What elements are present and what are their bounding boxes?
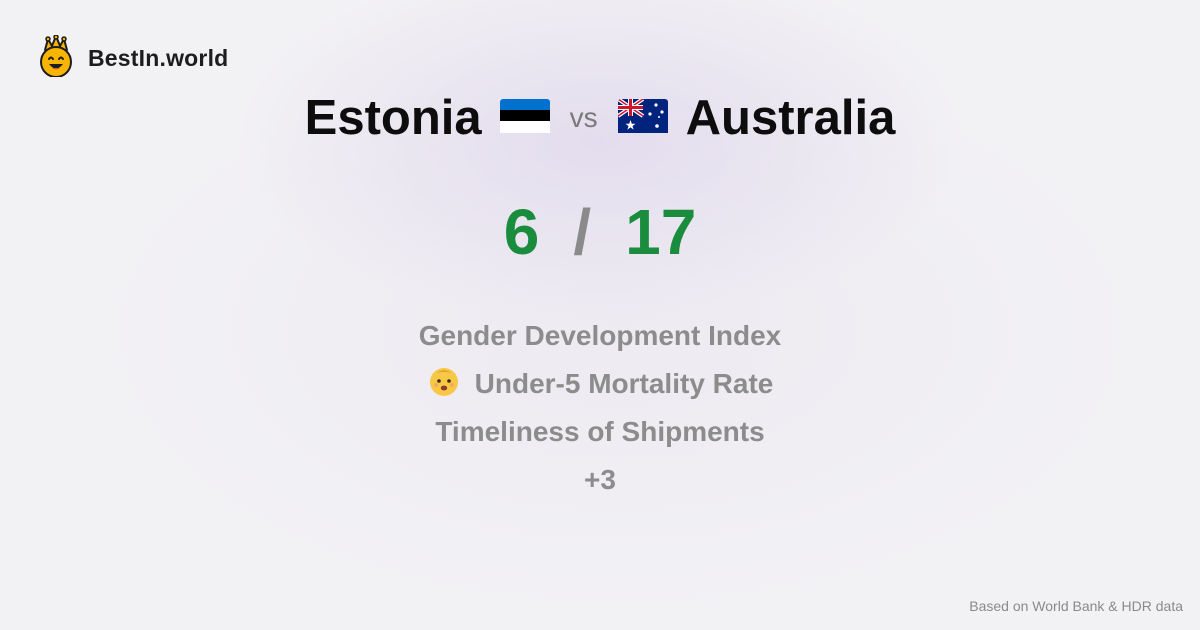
list-item: Timeliness of Shipments xyxy=(435,408,764,456)
score-b: 17 xyxy=(625,196,697,268)
score-row: 6 / 17 xyxy=(0,196,1200,268)
list-item: Gender Development Index xyxy=(419,312,782,360)
estonia-flag-icon xyxy=(499,98,550,138)
score-separator: / xyxy=(573,196,592,268)
country-a-name[interactable]: Estonia xyxy=(304,91,482,145)
comparison-title: Estonia vs Australia xyxy=(0,88,1200,148)
brand-name: BestIn.world xyxy=(88,44,229,71)
metric-label: Gender Development Index xyxy=(418,320,782,351)
brand-logo[interactable]: BestIn.world xyxy=(38,33,229,82)
score-a: 6 xyxy=(503,196,540,268)
list-item: +3 xyxy=(584,456,616,504)
more-count: +3 xyxy=(584,464,616,495)
data-source-note: Based on World Bank & HDR data xyxy=(969,598,1183,614)
metrics-list: Gender Development Index Under-5 Mortali… xyxy=(0,312,1200,504)
crown-smiley-icon xyxy=(38,33,74,82)
list-item: Under-5 Mortality Rate xyxy=(427,360,774,408)
country-b-name[interactable]: Australia xyxy=(685,91,896,145)
australia-flag-icon xyxy=(617,98,668,138)
metric-label: Timeliness of Shipments xyxy=(435,416,765,447)
baby-face-icon xyxy=(427,364,461,405)
vs-label: vs xyxy=(569,102,598,133)
metric-label: Under-5 Mortality Rate xyxy=(474,368,774,399)
